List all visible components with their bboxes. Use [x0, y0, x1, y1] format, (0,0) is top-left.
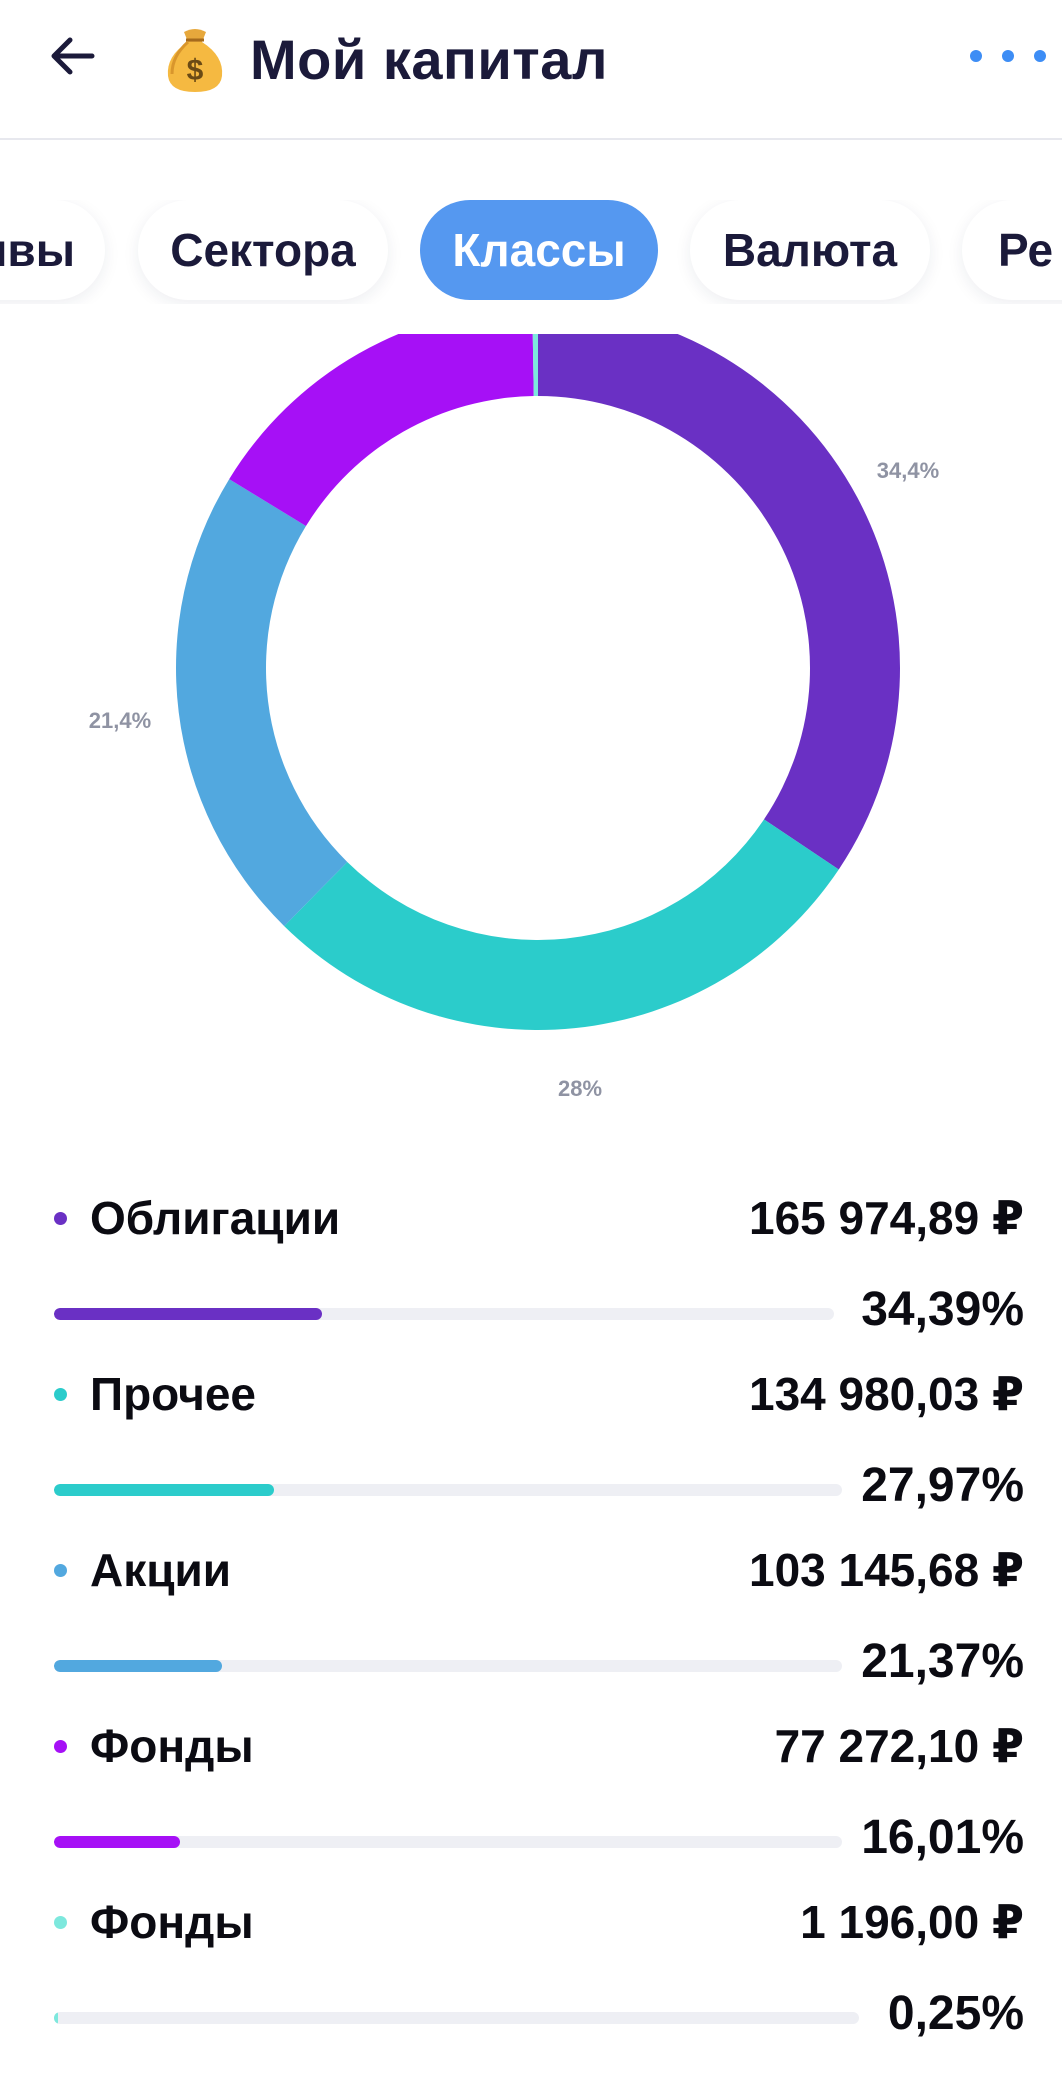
item-name: Акции — [90, 1544, 232, 1596]
progress-track — [54, 1308, 834, 1320]
item-percent: 16,01% — [861, 1811, 1024, 1864]
more-dot — [1034, 50, 1046, 62]
item-name: Прочее — [90, 1368, 256, 1420]
more-dot — [1002, 50, 1014, 62]
page-title: Мой капитал — [250, 27, 608, 91]
series-dot — [54, 1916, 67, 1929]
svg-text:$: $ — [187, 54, 204, 87]
item-percent: 21,37% — [861, 1635, 1024, 1688]
donut-slice-bonds[interactable] — [538, 334, 900, 870]
progress-track — [54, 1836, 842, 1848]
progress-fill — [54, 1836, 181, 1848]
series-dot — [54, 1564, 67, 1577]
item-amount: 103 145,68 ₽ — [748, 1544, 1024, 1596]
money-bag-icon: $ — [167, 29, 223, 92]
item-percent: 27,97% — [861, 1459, 1024, 1512]
item-amount: 77 272,10 ₽ — [774, 1720, 1024, 1772]
more-dot — [970, 50, 982, 62]
progress-track — [54, 1660, 842, 1672]
tab-regions[interactable]: Ре — [962, 200, 1062, 300]
more-button[interactable] — [970, 36, 1046, 76]
progress-fill — [54, 2012, 59, 2024]
item-amount: 1 196,00 ₽ — [800, 1896, 1024, 1948]
progress-track — [54, 1484, 842, 1496]
slice-label-other: 28% — [558, 1076, 602, 1101]
tab-classes[interactable]: Классы — [420, 200, 658, 300]
tab-assets[interactable]: ивы — [0, 200, 105, 300]
donut-slice-stocks[interactable] — [176, 479, 348, 927]
list-item[interactable]: Фонды 77 272,10 ₽ 16,01% — [0, 1698, 1062, 1874]
progress-fill — [54, 1484, 275, 1496]
allocation-donut-chart: 34,4% 28% 21,4% — [0, 334, 1062, 1134]
progress-fill — [54, 1308, 323, 1320]
slice-label-bonds: 34,4% — [877, 458, 939, 483]
item-percent: 0,25% — [887, 1987, 1024, 2040]
donut-slice-funds-small[interactable] — [532, 334, 538, 397]
tab-sectors[interactable]: Сектора — [138, 200, 388, 300]
back-button[interactable] — [36, 20, 108, 92]
title-group: $ Мой капитал — [158, 14, 608, 104]
list-item[interactable]: Фонды 1 196,00 ₽ 0,25% — [0, 1874, 1062, 2050]
series-dot — [54, 1212, 67, 1225]
list-item[interactable]: Акции 103 145,68 ₽ 21,37% — [0, 1522, 1062, 1698]
app-header: $ Мой капитал — [0, 0, 1062, 140]
tab-currency[interactable]: Валюта — [690, 200, 930, 300]
progress-fill — [54, 1660, 223, 1672]
progress-track — [54, 2012, 859, 2024]
list-item[interactable]: Облигации 165 974,89 ₽ 34,39% — [0, 1170, 1062, 1346]
arrow-left-icon — [51, 37, 95, 75]
category-tabs: ивы Сектора Классы Валюта Ре — [0, 200, 1062, 304]
item-amount: 134 980,03 ₽ — [748, 1368, 1024, 1420]
list-item[interactable]: Прочее 134 980,03 ₽ 27,97% — [0, 1346, 1062, 1522]
donut-svg: 34,4% 28% 21,4% — [89, 334, 939, 1101]
donut-slice-other[interactable] — [284, 819, 839, 1030]
item-percent: 34,39% — [861, 1283, 1024, 1336]
item-name: Облигации — [90, 1192, 341, 1244]
donut-slice-funds[interactable] — [229, 334, 534, 527]
series-dot — [54, 1740, 67, 1753]
item-amount: 165 974,89 ₽ — [748, 1192, 1024, 1244]
allocation-list: Облигации 165 974,89 ₽ 34,39% Прочее 134… — [0, 1170, 1062, 2050]
series-dot — [54, 1388, 67, 1401]
item-name: Фонды — [90, 1720, 254, 1772]
item-name: Фонды — [90, 1896, 254, 1948]
slice-label-stocks: 21,4% — [89, 708, 151, 733]
